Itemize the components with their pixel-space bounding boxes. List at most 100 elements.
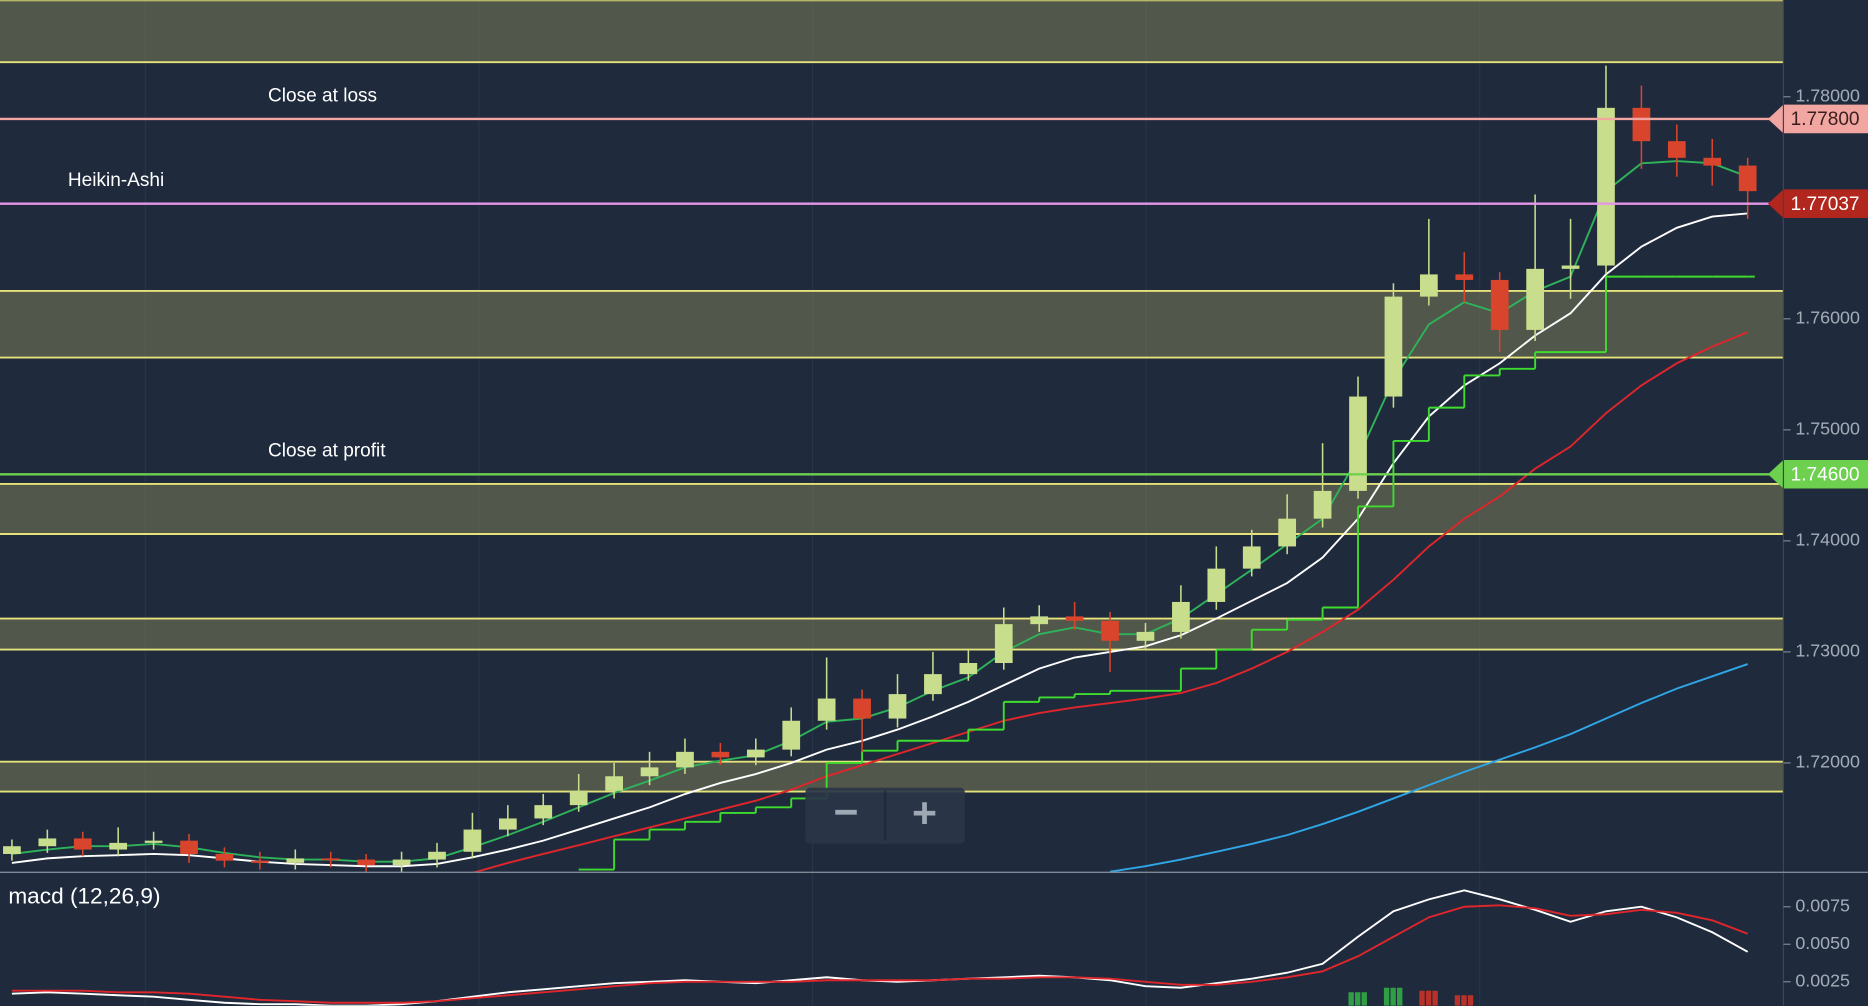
candle-body	[746, 749, 765, 758]
candle-body	[321, 858, 340, 861]
price-line-label: Close at loss	[268, 85, 377, 106]
overlay-line	[11, 212, 1748, 868]
candle-body	[1207, 568, 1226, 602]
candle-body	[286, 858, 305, 863]
candle-body	[251, 860, 269, 863]
y-tick-label: 1.78000	[1795, 85, 1860, 105]
histogram-bar	[1390, 987, 1396, 1006]
histogram-bar	[1432, 990, 1438, 1006]
zoom-controls: − +	[805, 787, 965, 844]
candle-body	[357, 859, 376, 866]
candle-body	[38, 838, 57, 847]
candle-body	[605, 776, 623, 791]
y-tick-label: 0.0075	[1795, 896, 1850, 916]
macd-panel	[11, 889, 1749, 1006]
histogram-bar	[1383, 987, 1390, 1006]
candle-body	[215, 853, 234, 861]
zoom-out-button[interactable]: −	[808, 788, 883, 841]
candle-body	[1526, 268, 1544, 330]
macd-axis: 0.0075 0.0050 0.0025	[1783, 896, 1850, 990]
candle-body	[534, 805, 553, 819]
histogram-bar	[1454, 995, 1461, 1006]
histogram-bar	[1355, 992, 1361, 1006]
price-tag-label: 1.77037	[1791, 194, 1860, 215]
y-tick-label: 1.76000	[1795, 308, 1860, 328]
candle-body	[1349, 396, 1367, 491]
candle-body	[853, 698, 871, 719]
histogram-bar	[1419, 990, 1425, 1006]
y-tick-label: 1.75000	[1795, 419, 1860, 439]
zoom-in[interactable]: +	[912, 790, 937, 838]
zone	[0, 618, 1784, 650]
histogram-bar	[1348, 992, 1354, 1006]
price-tag-label: 1.77800	[1791, 109, 1860, 130]
candle-body	[1101, 620, 1119, 641]
zone	[0, 290, 1784, 358]
price-tag	[1767, 459, 1868, 489]
price-tag	[1767, 104, 1868, 134]
candle-body	[1172, 601, 1190, 632]
price-line-label: Heikin-Ashi	[68, 170, 164, 191]
candle-body	[498, 818, 517, 830]
candle-body	[1455, 274, 1474, 280]
candle-body	[994, 624, 1013, 664]
candle-body	[144, 840, 163, 843]
candle-body	[1384, 296, 1403, 397]
candle-body	[1065, 616, 1084, 621]
candle-body	[1561, 265, 1580, 269]
candle-body	[959, 663, 978, 675]
candle-body	[1703, 157, 1722, 166]
candle-body	[428, 851, 446, 860]
candle-body	[1738, 165, 1757, 192]
candle-body	[3, 846, 21, 854]
histogram-bar	[1461, 995, 1467, 1006]
zone	[0, 761, 1784, 792]
zone	[0, 0, 1784, 63]
candle-body	[1030, 616, 1049, 625]
candle-body	[392, 859, 411, 866]
candle-body	[463, 829, 482, 852]
histogram-bar	[1361, 992, 1367, 1006]
price-tag-label: 1.74600	[1791, 464, 1860, 485]
candle-body	[1420, 274, 1438, 297]
candle-body	[711, 751, 730, 758]
overlay-line	[472, 331, 1749, 873]
macd-title: macd (12,26,9)	[8, 883, 160, 908]
candle-body	[817, 698, 836, 721]
y-tick-label: 0.0050	[1795, 933, 1850, 953]
candle-body	[73, 838, 92, 850]
y-tick-label: 1.72000	[1795, 752, 1860, 772]
zones	[0, 0, 1784, 793]
histogram-bar	[1397, 987, 1403, 1006]
candle-body	[888, 694, 907, 719]
candle-body	[1597, 107, 1615, 266]
price-axis: 1.72000 1.73000 1.74000 1.75000 1.76000 1.780…	[1783, 85, 1860, 772]
price-tag	[1767, 189, 1868, 218]
candle-body	[782, 720, 801, 750]
macd-line	[11, 904, 1749, 1004]
candle-body	[924, 674, 942, 695]
y-tick-label: 1.74000	[1795, 530, 1860, 550]
candle-body	[180, 840, 198, 854]
candle-body	[1242, 546, 1261, 569]
zoom-in-button[interactable]: +	[888, 790, 963, 842]
candle-body	[1278, 518, 1297, 547]
candle-body	[1632, 107, 1651, 142]
candle-body	[569, 790, 588, 806]
histogram-bar	[1467, 995, 1474, 1006]
overlay-line	[1109, 663, 1748, 873]
y-tick-label: 1.73000	[1795, 641, 1860, 661]
candle-body	[1667, 141, 1686, 158]
candle-body	[1313, 490, 1332, 519]
candle-body	[676, 751, 694, 768]
candle-body	[640, 767, 659, 777]
zone	[0, 483, 1784, 534]
price-lines: Close at loss 1.77800 Heikin-Ashi 1.77037 Cl…	[0, 85, 1868, 489]
price-line-label: Close at profit	[268, 441, 386, 462]
y-tick-label: 0.0025	[1795, 970, 1850, 990]
zoom-out[interactable]: −	[833, 788, 858, 836]
candle-body	[1490, 279, 1509, 330]
candle-body	[1136, 631, 1155, 641]
candle-body	[109, 842, 128, 850]
